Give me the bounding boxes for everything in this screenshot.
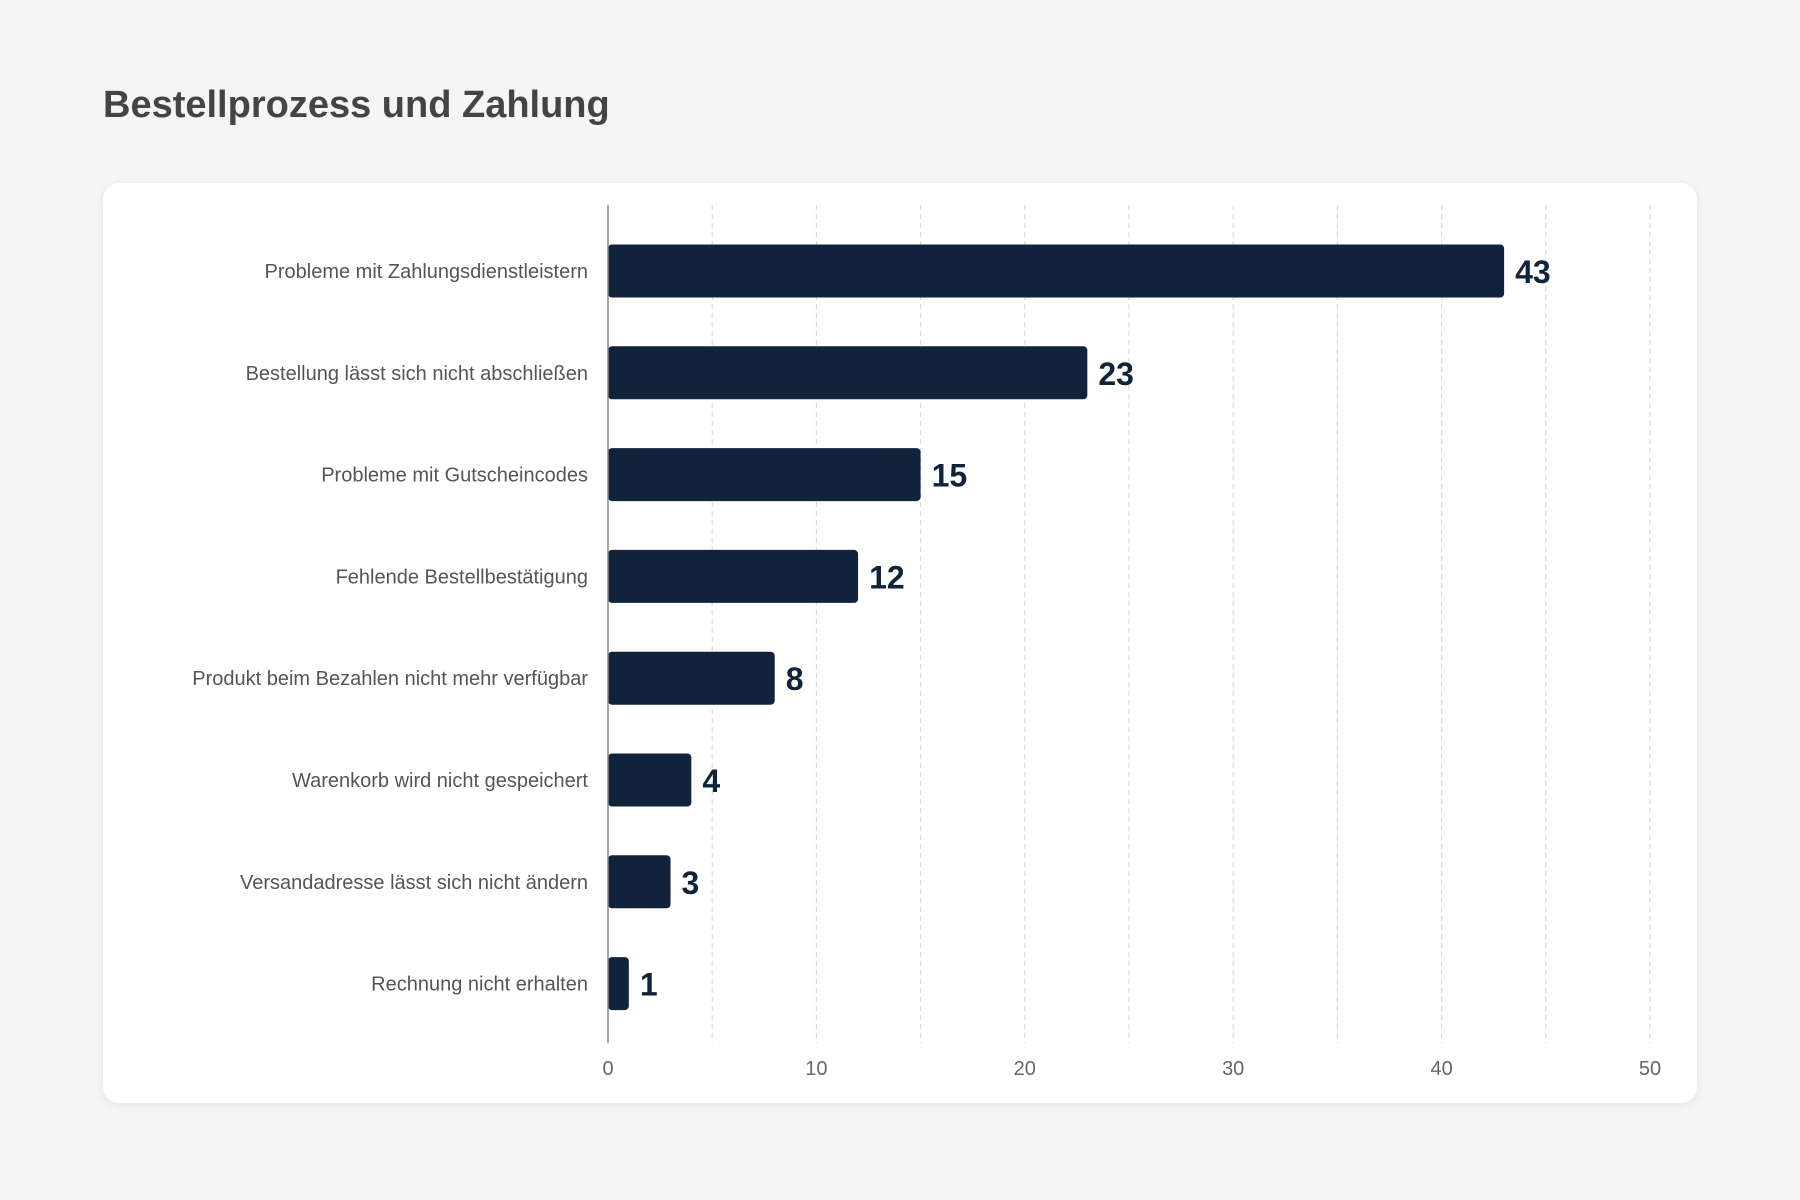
bar [608,346,1088,400]
bar [608,855,671,909]
value-label: 15 [932,458,968,494]
x-tick-label: 20 [1014,1058,1036,1080]
category-label: Probleme mit Gutscheincodes [321,465,588,487]
value-label: 43 [1515,254,1551,290]
category-label: Rechnung nicht erhalten [371,974,588,996]
value-label: 23 [1098,356,1134,392]
x-tick-label: 40 [1430,1058,1452,1080]
bar [608,753,692,807]
grid-lines [711,205,1651,1043]
axis: 0 10 20 30 40 50 [602,205,1661,1080]
category-label: Fehlende Bestellbestätigung [336,566,588,588]
x-tick-label: 50 [1639,1058,1661,1080]
category-label: Warenkorb wird nicht gespeichert [292,770,588,792]
page-title: Bestellprozess und Zahlung [103,84,610,126]
category-label: Produkt beim Bezahlen nicht mehr verfügb… [192,668,588,690]
labels: Probleme mit Zahlungsdienstleistern 43Bes… [192,254,1550,1003]
value-label: 1 [640,967,658,1003]
bar [608,957,629,1011]
value-label: 8 [786,661,804,697]
bars [608,244,1505,1011]
bar [608,651,775,705]
value-label: 4 [702,763,720,799]
x-tick-label: 10 [805,1058,827,1080]
bar [608,244,1505,298]
x-tick-label: 30 [1222,1058,1244,1080]
category-label: Versandadresse lässt sich nicht ändern [240,872,588,894]
chart-card: 0 10 20 30 40 50 Probleme mit Zahlungsdienstl… [103,183,1697,1103]
value-label: 12 [869,559,905,595]
bar-chart: 0 10 20 30 40 50 Probleme mit Zahlungsdienstl… [192,205,1661,1080]
bar [608,549,859,603]
value-label: 3 [682,865,700,901]
bar [608,448,921,502]
x-tick-label: 0 [602,1058,613,1080]
category-label: Bestellung lässt sich nicht abschließen [246,363,588,385]
category-label: Probleme mit Zahlungsdienstleistern [265,261,589,283]
